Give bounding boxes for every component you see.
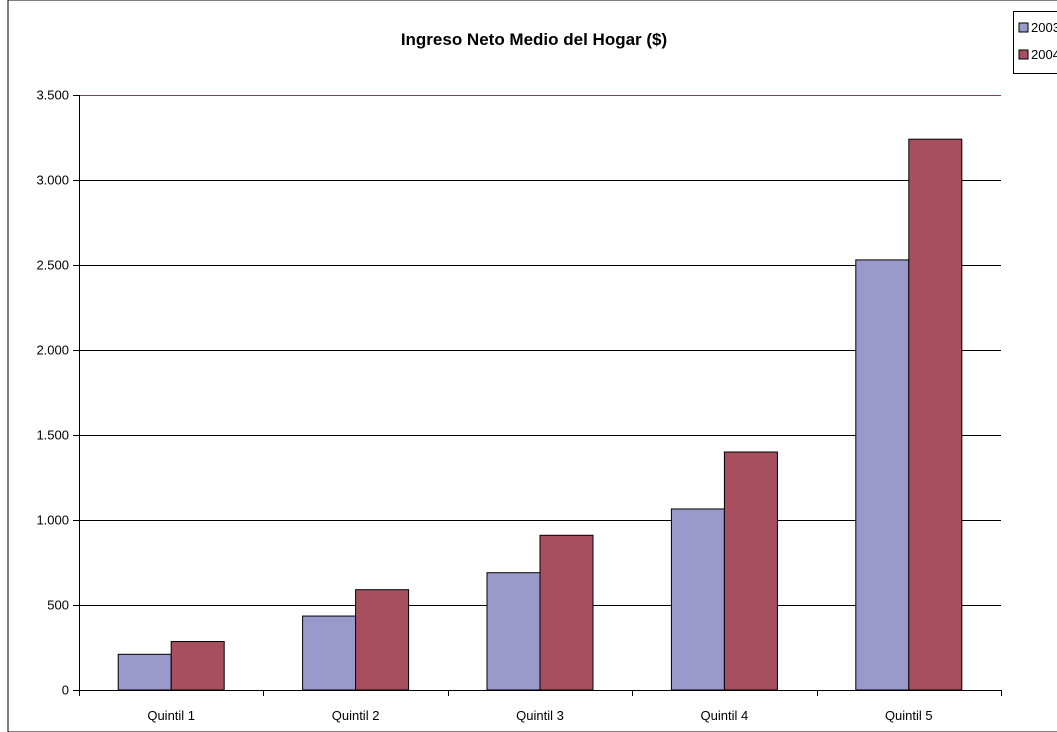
bar-2004-quintil-1 — [170, 641, 225, 691]
bar-2003-quintil-2 — [302, 615, 357, 691]
bar-2003-quintil-1 — [117, 653, 172, 691]
x-tick-label: Quintil 1 — [147, 708, 195, 723]
x-tick-label: Quintil 2 — [332, 708, 380, 723]
legend-label-2003: 2003 — [1031, 20, 1057, 35]
legend-label-2004: 2004 — [1031, 47, 1057, 62]
y-tick-label: 0 — [62, 683, 69, 698]
axes: 0 500 1.000 1.500 2.000 2.500 3.000 3.500 Quinti… — [36, 88, 1002, 723]
y-tick-label: 2.000 — [36, 343, 69, 358]
bar-2003-quintil-5 — [855, 259, 910, 691]
y-tick-label: 3.500 — [36, 88, 69, 103]
bar-2003-quintil-4 — [670, 508, 725, 691]
bar-2004-quintil-5 — [908, 138, 963, 691]
legend-swatch-2004 — [1018, 49, 1029, 60]
x-tick-label: Quintil 5 — [885, 708, 933, 723]
x-tick-label: Quintil 3 — [516, 708, 564, 723]
y-tick-label: 2.500 — [36, 258, 69, 273]
legend-box — [1013, 11, 1057, 74]
legend-swatch-2003 — [1018, 22, 1029, 33]
bars — [117, 138, 963, 691]
bar-2004-quintil-3 — [539, 534, 594, 691]
legend: 2003 2004 — [1013, 11, 1057, 74]
gridlines — [79, 95, 1001, 606]
x-tick-label: Quintil 4 — [701, 708, 749, 723]
y-tick-label: 1.500 — [36, 428, 69, 443]
y-tick-label: 1.000 — [36, 513, 69, 528]
bar-2004-quintil-4 — [723, 451, 778, 691]
bar-2003-quintil-3 — [486, 572, 541, 691]
chart-title: Ingreso Neto Medio del Hogar ($) — [401, 30, 667, 49]
bar-2004-quintil-2 — [355, 589, 410, 691]
y-tick-label: 500 — [47, 598, 69, 613]
y-tick-label: 3.000 — [36, 173, 69, 188]
